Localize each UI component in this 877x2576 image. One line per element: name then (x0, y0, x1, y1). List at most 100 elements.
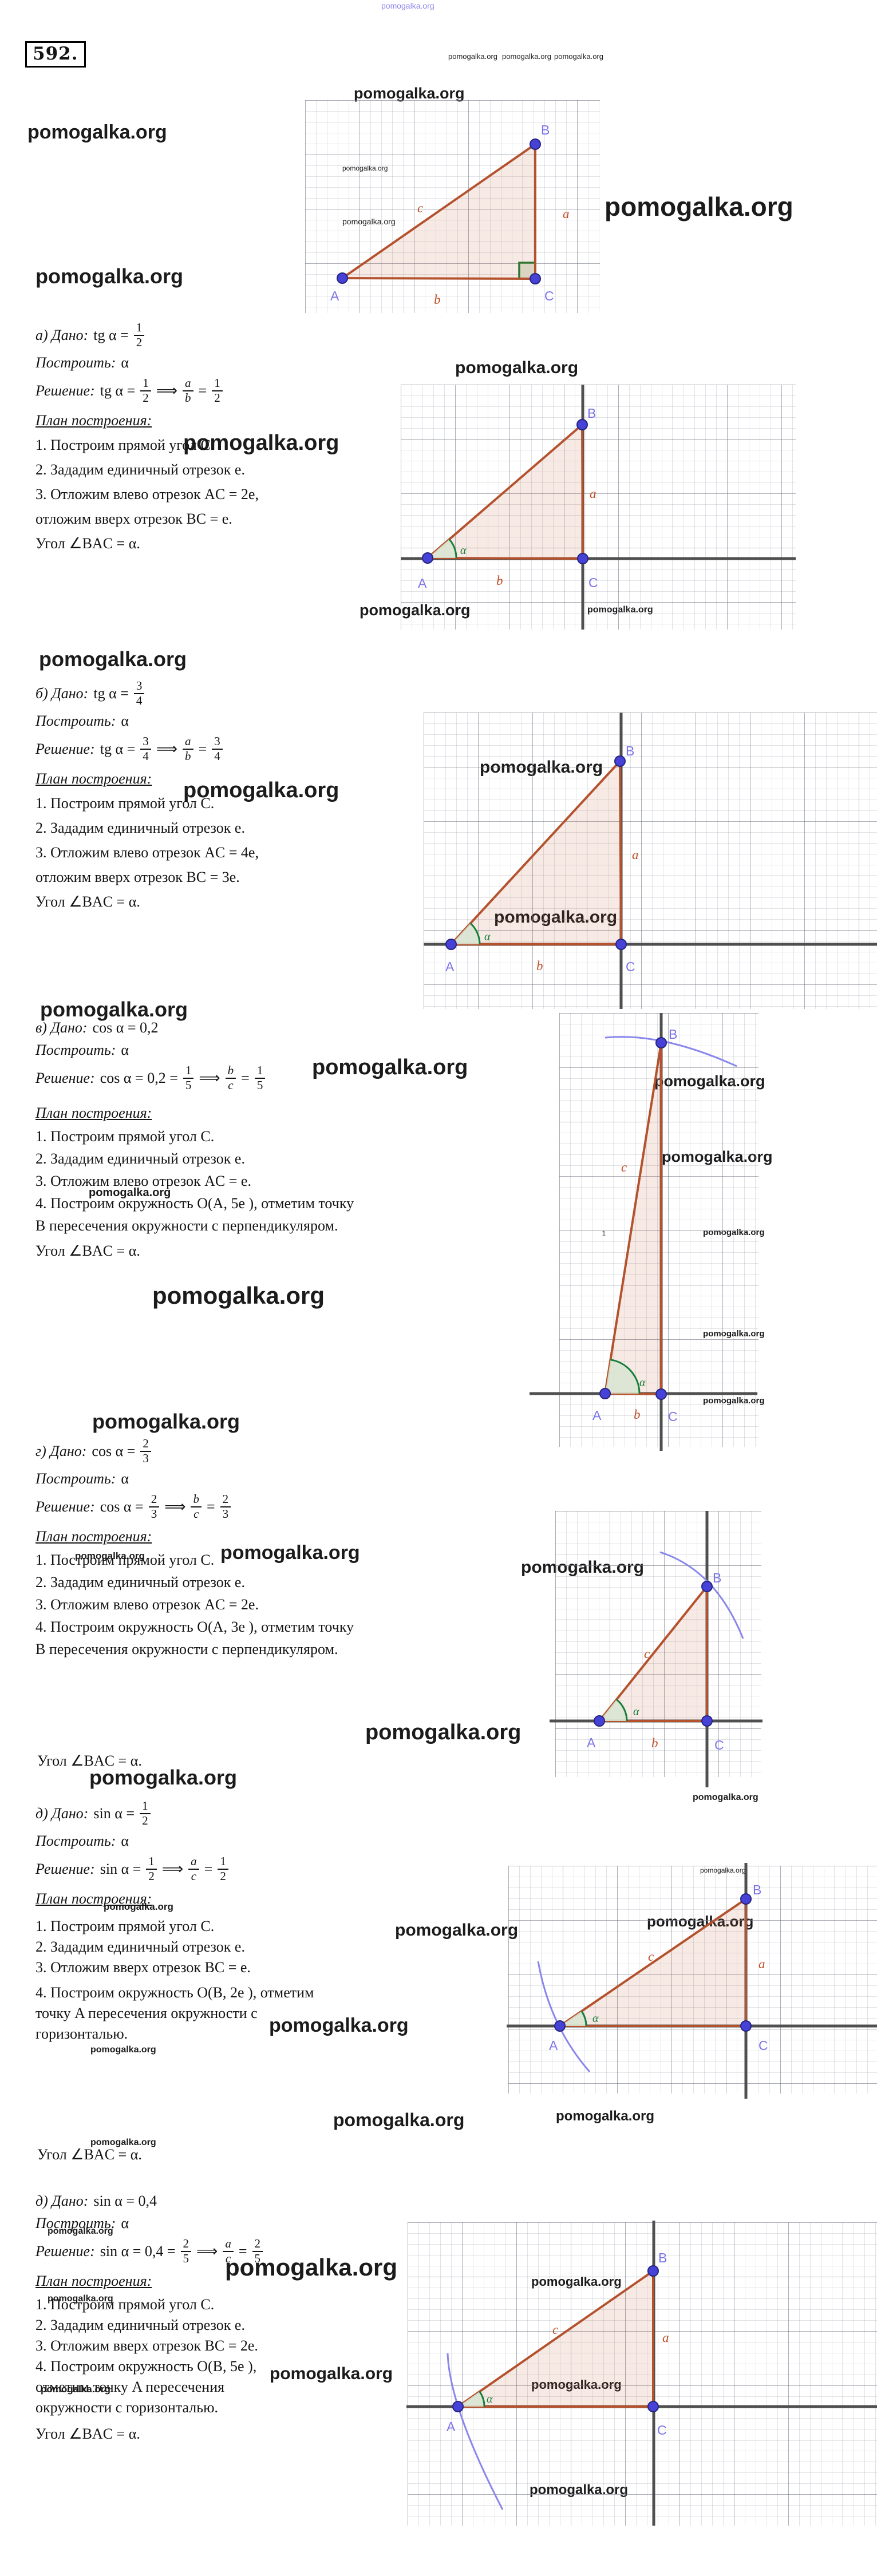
side-label-a: a (759, 1957, 765, 1971)
plan-step: 3. Отложим влево отрезок AC = 2e. (35, 1596, 259, 1613)
watermark: pomogalka.org (333, 2110, 465, 2130)
construct-line: Построить: α (35, 1470, 129, 1487)
plan-step: B пересечения окружности с перпендикуляр… (35, 1217, 338, 1234)
vertex-dot-A (599, 1388, 611, 1399)
implies-arrow: ⟹ (196, 2242, 218, 2260)
angle-result: Угол ∠BAC = α. (37, 1752, 142, 1769)
implies-arrow: ⟹ (161, 1860, 184, 1877)
point-label-A: A (592, 1408, 602, 1423)
vertex-dot-C (577, 553, 588, 564)
angle-arc (580, 2011, 587, 2027)
side-label-c: c (621, 1160, 627, 1174)
vertex-dot-A (452, 2401, 464, 2412)
point-label-C: C (626, 959, 635, 974)
angle-arc (610, 1359, 641, 1394)
given-line: в) Дано: cos α = 0,2 (35, 1019, 159, 1036)
diagram-g-drawing: B c α b A C (550, 1511, 763, 1787)
point-label-A: A (549, 2038, 558, 2053)
vertex-dot-A (554, 2020, 566, 2032)
section-d2: д) Дано: sin α = 0,4 Построить: α Решени… (35, 2187, 390, 2446)
watermark: pomogalka.org (75, 1550, 145, 1561)
angle-arc (448, 539, 457, 559)
vertex-dot-B (655, 1037, 667, 1048)
watermark: pomogalka.org (152, 1282, 325, 1309)
circle-arc (447, 2353, 504, 2510)
angle-label-alpha: α (484, 931, 491, 943)
watermark: pomogalka.org (654, 1074, 765, 1089)
plan-header: План построения: (35, 770, 152, 788)
triangle-ABC (598, 1585, 708, 1722)
plan-header: План построения: (35, 1890, 152, 1908)
angle-label-alpha: α (592, 2012, 599, 2025)
watermark: pomogalka.org (531, 2379, 622, 2391)
angle-wedge (599, 1699, 627, 1721)
angle-arc (469, 923, 481, 945)
angle-result: Угол ∠BAC = α. (35, 1243, 140, 1260)
vertex-dot-C (740, 2020, 752, 2032)
given-expression: tg α = (93, 326, 129, 343)
grid-background (401, 385, 796, 630)
vertex-dot-A (594, 1715, 605, 1727)
vertex-dot-B (530, 139, 541, 150)
vertex-dot-B (614, 755, 626, 767)
point-label-A: A (330, 288, 339, 303)
vertex-dot-C (701, 1715, 713, 1727)
point-label-B: B (626, 743, 634, 758)
vertex-dot-B (576, 419, 588, 430)
implies-arrow: ⟹ (156, 740, 178, 757)
side-label-b: b (536, 959, 543, 973)
watermark: pomogalka.org (556, 2108, 655, 2124)
triangle-ABC (604, 1042, 662, 1395)
watermark: pomogalka.org (90, 2045, 156, 2055)
watermark: pomogalka.org (342, 217, 396, 225)
section-v: в) Дано: cos α = 0,2 Построить: α Решени… (35, 1014, 390, 1265)
plan-step: 4. Построим окружность O(B, 2e ), отмети… (35, 1984, 314, 2001)
diagram-v: B c 1 α b A C (530, 1010, 877, 1452)
watermark: pomogalka.org (395, 1921, 519, 1940)
watermark: pomogalka.org (455, 358, 579, 377)
vertex-dot-B (647, 2265, 659, 2277)
watermark: pomogalka.org (90, 2138, 156, 2147)
grid-background (424, 713, 877, 1009)
watermark: pomogalka.org (381, 1, 434, 10)
watermark: pomogalka.org (40, 998, 188, 1021)
given-label: а) Дано: (35, 326, 89, 343)
point-label-C: C (668, 1409, 678, 1424)
plan-step: 3. Отложим влево отрезок AC = 4e, (35, 844, 259, 861)
angle-result: Угол ∠BAC = α. (35, 535, 140, 552)
angle-wedge (458, 2391, 485, 2407)
plan-step: точку A пересечения окружности с (35, 2005, 258, 2022)
grid-background (559, 1013, 759, 1447)
watermark: pomogalka.org (104, 1901, 173, 1912)
side-label-a: a (563, 207, 570, 221)
side-label-b: b (634, 1407, 641, 1422)
point-label-B: B (669, 1027, 677, 1042)
vertex-dot-C (647, 2401, 659, 2412)
plan-step: 1. Построим прямой угол C. (35, 795, 215, 812)
diagram-d2: B a c α A C (406, 2221, 877, 2527)
plan-step: окружности с горизонталью. (35, 2399, 218, 2416)
watermark: pomogalka.org (530, 2483, 628, 2497)
plan-step: 4. Построим окружность O(A, 3e ), отмети… (35, 1619, 354, 1636)
diagram-a-drawing: α A C B b a (401, 385, 796, 630)
angle-wedge (560, 2011, 586, 2026)
plan-step: 3. Отложим вверх отрезок BC = 2e. (35, 2337, 258, 2355)
grid-background (508, 1866, 877, 2094)
watermark: pomogalka.org (554, 52, 603, 61)
plan-step: 4. Построим окружность O(B, 5e ), (35, 2358, 257, 2375)
side-label-c: c (552, 2322, 558, 2337)
angle-wedge (605, 1359, 639, 1394)
watermark: pomogalka.org (662, 1149, 773, 1165)
point-label-C: C (657, 2423, 667, 2437)
